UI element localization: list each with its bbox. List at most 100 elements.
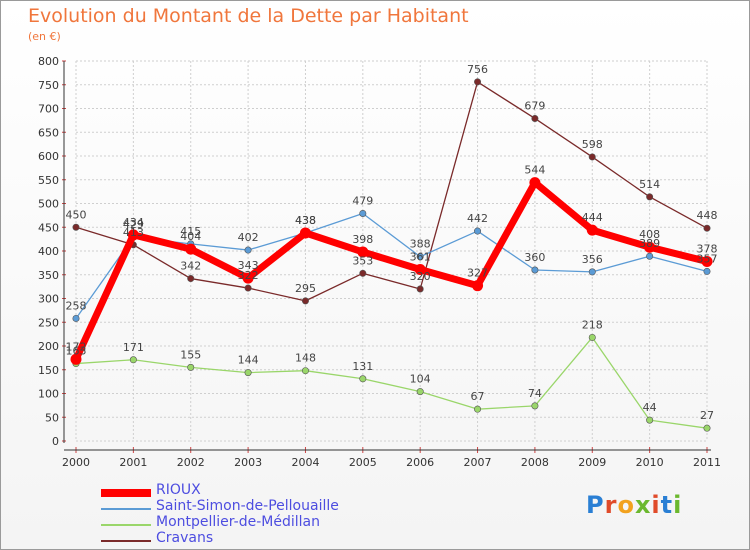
data-point: [646, 193, 654, 201]
data-label: 342: [180, 260, 201, 273]
data-label: 172: [66, 340, 87, 353]
y-tick-label: 800: [38, 55, 59, 68]
y-tick-label: 650: [38, 126, 59, 139]
data-point: [586, 224, 598, 236]
legend-label: Montpellier-de-Médillan: [156, 514, 320, 530]
data-label: 442: [467, 212, 488, 225]
logo-letter: P: [586, 491, 605, 519]
x-tick-label: 2003: [234, 456, 262, 469]
data-point: [588, 153, 596, 161]
data-label: 218: [582, 318, 603, 331]
data-label: 322: [238, 269, 259, 282]
data-point: [646, 252, 654, 260]
data-point: [414, 264, 426, 276]
data-point: [646, 416, 654, 424]
x-tick-labels: 2000 2001 2002 2003 2004 2005 2006 2007 2008 2009…: [62, 456, 721, 469]
x-tick-label: 2002: [177, 456, 205, 469]
data-label: 679: [524, 99, 545, 112]
data-point: [242, 272, 254, 284]
y-tick-label: 200: [38, 340, 59, 353]
logo-letter: r: [604, 491, 618, 519]
axes: [62, 60, 711, 453]
data-point: [301, 367, 309, 375]
data-point: [474, 78, 482, 86]
legend-label: Saint-Simon-de-Pellouaille: [156, 498, 339, 514]
data-label: 155: [180, 348, 201, 361]
data-label: 361: [410, 251, 431, 264]
y-tick-label: 50: [45, 411, 59, 424]
x-tick-label: 2006: [406, 456, 434, 469]
y-tick-label: 0: [52, 435, 59, 448]
series-group: [70, 78, 713, 432]
data-label: 327: [467, 267, 488, 280]
y-tick-label: 350: [38, 269, 59, 282]
data-label: 27: [700, 409, 714, 422]
x-tick-label: 2008: [521, 456, 549, 469]
data-label: 378: [697, 242, 718, 255]
data-label: 434: [123, 216, 144, 229]
chart-title: Evolution du Montant de la Dette par Hab…: [28, 5, 469, 27]
data-label: 514: [639, 178, 660, 191]
data-label: 438: [295, 214, 316, 227]
data-point: [301, 297, 309, 305]
data-label: 408: [639, 228, 660, 241]
data-point: [127, 229, 139, 241]
x-tick-label: 2007: [464, 456, 492, 469]
y-tick-label: 500: [38, 198, 59, 211]
legend-swatch: [101, 508, 151, 510]
x-tick-label: 2010: [636, 456, 664, 469]
logo-letter: t: [660, 491, 674, 519]
y-tick-label: 600: [38, 150, 59, 163]
x-tick-label: 2004: [291, 456, 319, 469]
y-tick-label: 750: [38, 79, 59, 92]
logo-letter: x: [634, 491, 652, 519]
legend-swatch: [101, 524, 151, 526]
data-point: [529, 177, 541, 189]
data-label: 104: [410, 373, 431, 386]
series-line-1: [75, 212, 708, 319]
data-label: 544: [524, 164, 545, 177]
data-point: [531, 402, 539, 410]
data-label: 353: [352, 254, 373, 267]
data-label: 444: [582, 211, 603, 224]
logo-letter: i: [651, 491, 661, 519]
data-point: [701, 255, 713, 267]
data-point: [299, 227, 311, 239]
y-tick-label: 100: [38, 388, 59, 401]
data-point: [187, 275, 195, 283]
data-label: 415: [180, 225, 201, 238]
data-label: 479: [352, 194, 373, 207]
data-label: 357: [697, 252, 718, 265]
data-point: [359, 269, 367, 277]
y-tick-label: 400: [38, 245, 59, 258]
data-point: [644, 241, 656, 253]
data-point: [531, 266, 539, 274]
data-point: [703, 267, 711, 275]
data-point: [703, 424, 711, 432]
data-point: [70, 353, 82, 365]
data-point: [357, 246, 369, 258]
series-line-3: [75, 81, 708, 302]
data-point: [703, 224, 711, 232]
data-point: [187, 363, 195, 371]
data-label: 131: [352, 360, 373, 373]
data-point: [474, 227, 482, 235]
data-point: [588, 268, 596, 276]
data-label: 320: [410, 270, 431, 283]
proxiti-logo: Proxiti: [586, 491, 682, 519]
x-tick-label: 2000: [62, 456, 90, 469]
x-tick-label: 2009: [578, 456, 606, 469]
data-point: [416, 388, 424, 396]
data-point: [185, 243, 197, 255]
data-point: [244, 246, 252, 254]
series-line-2: [75, 336, 708, 429]
data-point: [72, 314, 80, 322]
legend-swatch: [101, 540, 151, 542]
data-label: 398: [352, 233, 373, 246]
y-tick-label: 250: [38, 316, 59, 329]
data-label: 295: [295, 282, 316, 295]
series-line-0: [72, 179, 708, 361]
